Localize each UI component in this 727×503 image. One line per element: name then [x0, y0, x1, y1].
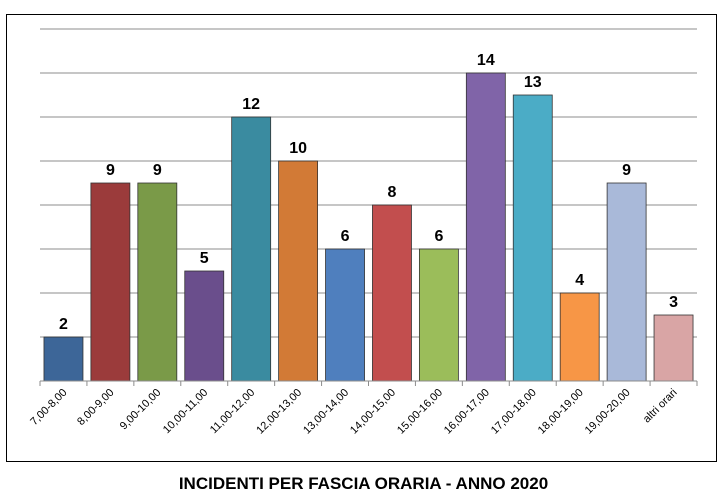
- data-label: 12: [242, 96, 260, 113]
- bar: [137, 182, 178, 382]
- bar: [465, 72, 506, 382]
- tick-label: 15,00-16,00: [395, 387, 445, 437]
- data-label: 5: [200, 250, 209, 267]
- data-label: 9: [106, 162, 115, 179]
- bar: [231, 116, 272, 382]
- data-label: 6: [434, 228, 443, 245]
- tick-label: 17,00-18,00: [489, 387, 539, 437]
- data-label: 8: [388, 184, 397, 201]
- tick-label: 11,00-12,00: [208, 387, 257, 436]
- tick-label: 18,00-19,00: [536, 387, 586, 437]
- bar: [184, 270, 225, 382]
- data-label: 9: [153, 162, 162, 179]
- tick-label: 13,00-14,00: [301, 387, 351, 437]
- bar: [418, 248, 459, 382]
- bar: [90, 182, 131, 382]
- data-label: 10: [289, 140, 307, 157]
- bar: [278, 160, 319, 382]
- data-label: 3: [669, 294, 678, 311]
- tick-label: 19,00-20,00: [583, 387, 633, 437]
- chart-frame: 2 9 9 5 12 10 6 8 6 14 13 4 9 3 7,00-8,00 8,00-9,00 9,0…: [6, 14, 717, 462]
- x-axis: 7,00-8,00 8,00-9,00 9,00-10,0010,00-11,001…: [28, 380, 698, 437]
- data-label: 4: [575, 272, 584, 289]
- data-label: 9: [622, 162, 631, 179]
- tick-label: 14,00-15,00: [348, 387, 398, 437]
- data-label: 14: [477, 52, 495, 69]
- tick-label: 12,00-13,00: [254, 387, 304, 437]
- bar: [43, 336, 84, 382]
- data-label: 6: [341, 228, 350, 245]
- bar: [512, 94, 553, 382]
- bar: [559, 292, 600, 382]
- data-labels: 2 9 9 5 12 10 6 8 6 14 13 4 9 3: [59, 52, 678, 333]
- bar: [372, 204, 412, 382]
- tick-label: 7,00-8,00: [28, 387, 69, 428]
- bar: [606, 182, 647, 382]
- bar: [325, 248, 365, 382]
- bar-chart: 2 9 9 5 12 10 6 8 6 14 13 4 9 3 7,00-8,00 8,00-9,00 9,0…: [28, 28, 698, 437]
- data-label: 2: [59, 316, 68, 333]
- tick-label: 8,00-9,00: [75, 387, 116, 428]
- bar: [653, 314, 694, 382]
- bars: [43, 72, 694, 382]
- tick-label: 9,00-10,00: [118, 387, 164, 433]
- data-label: 13: [524, 74, 542, 91]
- tick-label: 10,00-11,00: [161, 387, 210, 436]
- tick-label: 16,00-17,00: [442, 387, 492, 437]
- chart-title: INCIDENTI PER FASCIA ORARIA - ANNO 2020: [178, 474, 549, 493]
- tick-label: altri orari: [641, 387, 680, 426]
